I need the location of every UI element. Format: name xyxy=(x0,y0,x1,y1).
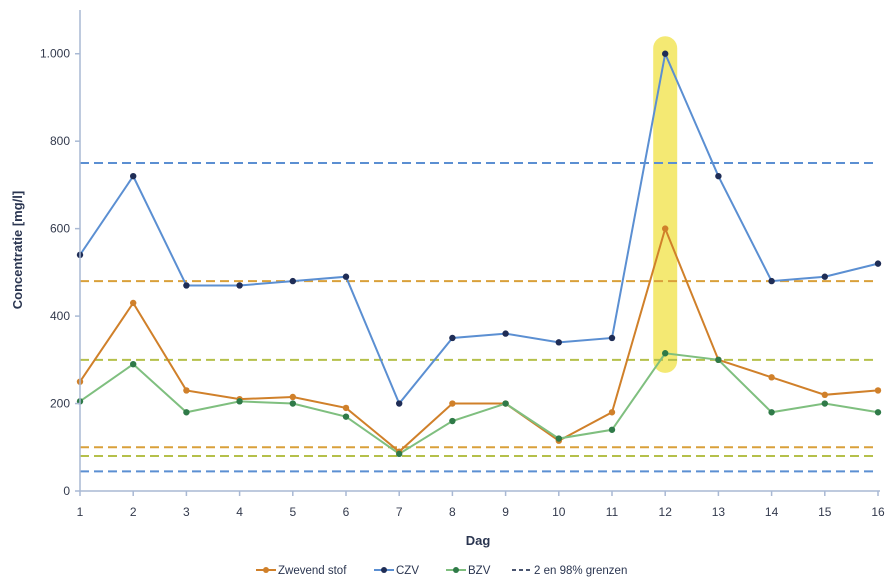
x-tick-labels: 1 2 3 4 5 6 7 8 9 10 11 12 13 14 15 16 xyxy=(77,491,885,519)
highlight-layer xyxy=(653,36,678,373)
x-axis-title: Dag xyxy=(466,533,491,548)
reference-lines xyxy=(80,162,878,473)
data-point xyxy=(715,356,722,364)
y-tick-label: 1.000 xyxy=(40,47,70,61)
data-point xyxy=(502,400,509,407)
legend-item: 2 en 98% grenzen xyxy=(512,565,627,577)
x-tick-label: 11 xyxy=(606,505,619,519)
x-tick-label: 6 xyxy=(343,505,350,519)
legend-label: CZV xyxy=(396,565,419,577)
series-line xyxy=(79,352,879,456)
data-point xyxy=(236,398,243,405)
data-point xyxy=(396,400,403,407)
data-point xyxy=(768,277,775,285)
x-tick-label: 12 xyxy=(659,505,673,519)
legend-item: BZV xyxy=(446,565,491,577)
data-point xyxy=(289,393,296,401)
data-point xyxy=(874,387,882,394)
y-axis-title: Concentratie [mg/l] xyxy=(10,191,25,309)
x-tick-label: 2 xyxy=(130,505,137,519)
data-point xyxy=(821,400,828,407)
data-point xyxy=(821,391,828,398)
data-point xyxy=(183,387,190,394)
y-tick-label: 400 xyxy=(50,309,70,323)
data-point xyxy=(768,374,775,381)
x-tick-label: 8 xyxy=(449,505,456,519)
data-point xyxy=(342,273,350,280)
data-point xyxy=(449,400,456,407)
data-point xyxy=(236,282,243,289)
highlight-band xyxy=(653,36,678,373)
data-point xyxy=(555,435,562,442)
x-tick-label: 4 xyxy=(236,505,243,519)
legend-label: BZV xyxy=(468,565,491,577)
x-tick-label: 15 xyxy=(818,505,832,519)
data-point xyxy=(821,273,828,280)
x-tick-label: 3 xyxy=(183,505,190,519)
data-point xyxy=(449,417,456,425)
series-lines xyxy=(76,50,882,458)
legend-marker xyxy=(453,567,459,573)
data-point xyxy=(662,50,669,57)
legend-marker xyxy=(381,567,387,573)
data-point xyxy=(342,404,350,412)
data-point xyxy=(608,426,616,433)
y-tick-label: 0 xyxy=(63,484,70,498)
data-point xyxy=(502,330,509,337)
y-tick-label: 600 xyxy=(50,222,70,236)
data-point xyxy=(130,299,137,307)
series-line xyxy=(79,50,879,406)
data-point xyxy=(874,409,882,416)
data-point xyxy=(130,360,137,368)
y-tick-labels: 0 200 400 600 800 1.000 xyxy=(40,47,80,498)
legend-item: Zwevend stof xyxy=(256,565,347,577)
series-line xyxy=(79,225,879,453)
x-tick-label: 16 xyxy=(871,505,885,519)
data-point xyxy=(342,413,350,420)
legend-marker xyxy=(263,567,269,573)
x-tick-label: 10 xyxy=(552,505,566,519)
data-point xyxy=(449,334,456,342)
data-point xyxy=(662,350,669,357)
data-point xyxy=(662,225,669,232)
x-tick-label: 13 xyxy=(712,505,726,519)
x-tick-label: 9 xyxy=(502,505,509,519)
data-point xyxy=(715,172,722,180)
data-point xyxy=(768,409,775,416)
legend-item: CZV xyxy=(374,565,419,577)
data-point xyxy=(608,334,616,342)
legend-label: 2 en 98% grenzen xyxy=(534,565,627,577)
data-point xyxy=(555,339,562,346)
data-point xyxy=(608,409,616,416)
data-point xyxy=(289,277,296,285)
x-tick-label: 14 xyxy=(765,505,779,519)
y-tick-label: 800 xyxy=(50,134,70,148)
data-point xyxy=(183,409,190,416)
x-tick-label: 1 xyxy=(77,505,84,519)
legend: Zwevend stof CZV BZV 2 en 98% grenzen xyxy=(256,565,627,577)
legend-label: Zwevend stof xyxy=(278,565,347,577)
axes xyxy=(79,10,880,492)
x-tick-label: 5 xyxy=(289,505,296,519)
data-point xyxy=(289,400,296,407)
x-tick-label: 7 xyxy=(396,505,403,519)
data-point xyxy=(396,450,403,458)
data-point xyxy=(130,172,137,180)
data-point xyxy=(183,282,190,289)
data-point xyxy=(874,260,882,267)
y-tick-label: 200 xyxy=(50,397,70,411)
